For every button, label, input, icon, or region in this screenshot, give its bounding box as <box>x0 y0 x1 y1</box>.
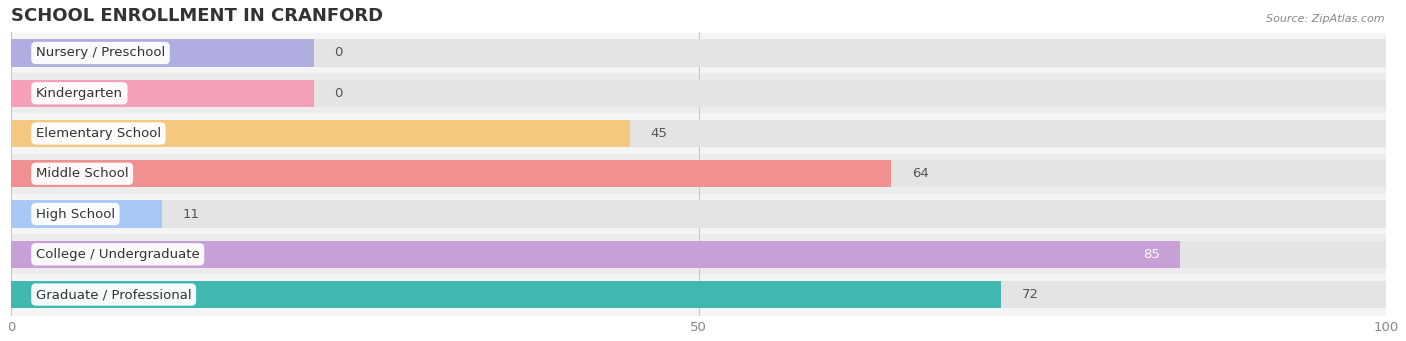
Text: High School: High School <box>37 208 115 221</box>
Bar <box>11 33 1386 73</box>
Bar <box>11 79 314 107</box>
Bar <box>11 39 314 67</box>
Bar <box>11 275 1386 315</box>
Bar <box>11 154 1386 194</box>
Text: Graduate / Professional: Graduate / Professional <box>37 288 191 301</box>
Bar <box>11 241 1180 268</box>
Bar <box>11 201 1386 228</box>
Text: Elementary School: Elementary School <box>37 127 162 140</box>
Text: Kindergarten: Kindergarten <box>37 87 122 100</box>
Text: SCHOOL ENROLLMENT IN CRANFORD: SCHOOL ENROLLMENT IN CRANFORD <box>11 7 384 25</box>
Text: 72: 72 <box>1022 288 1039 301</box>
Bar <box>11 39 1386 67</box>
Text: College / Undergraduate: College / Undergraduate <box>37 248 200 261</box>
Text: 64: 64 <box>912 167 929 180</box>
Bar <box>11 160 1386 188</box>
Text: Middle School: Middle School <box>37 167 128 180</box>
Text: Nursery / Preschool: Nursery / Preschool <box>37 46 165 59</box>
Bar <box>11 160 891 188</box>
Text: 11: 11 <box>183 208 200 221</box>
Bar <box>11 120 630 147</box>
Text: 0: 0 <box>335 46 343 59</box>
Bar <box>11 281 1386 308</box>
Bar <box>11 234 1386 275</box>
Bar <box>11 73 1386 114</box>
Bar <box>11 241 1386 268</box>
Bar <box>11 79 1386 107</box>
Bar <box>11 120 1386 147</box>
Bar <box>11 194 1386 234</box>
Bar <box>11 281 1001 308</box>
Text: 45: 45 <box>651 127 668 140</box>
Text: 0: 0 <box>335 87 343 100</box>
Text: Source: ZipAtlas.com: Source: ZipAtlas.com <box>1267 14 1385 24</box>
Bar <box>11 114 1386 154</box>
Text: 85: 85 <box>1143 248 1160 261</box>
Bar <box>11 201 163 228</box>
